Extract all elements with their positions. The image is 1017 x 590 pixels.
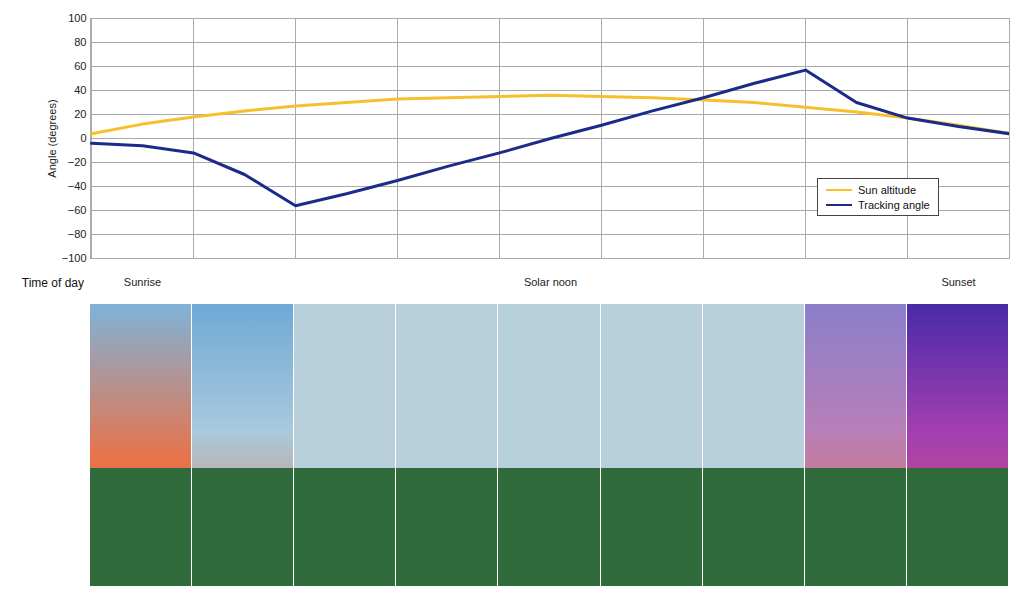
svg-text:0: 0 bbox=[80, 132, 86, 144]
svg-text:Angle (degrees): Angle (degrees) bbox=[46, 99, 58, 177]
svg-text:−60: −60 bbox=[68, 204, 87, 216]
svg-text:−100: −100 bbox=[62, 252, 87, 264]
svg-text:100: 100 bbox=[68, 12, 86, 24]
html-text:Tracking angle: Tracking angle bbox=[858, 198, 930, 211]
html-text:Sun altitude: Sun altitude bbox=[858, 183, 917, 196]
html-text:Time of day: Time of day bbox=[21, 276, 84, 290]
svg-text:Sunset: Sunset bbox=[941, 276, 975, 288]
svg-text:80: 80 bbox=[74, 36, 86, 48]
svg-text:Solar noon: Solar noon bbox=[524, 276, 577, 288]
svg-text:−80: −80 bbox=[68, 228, 87, 240]
svg-text:Sunrise: Sunrise bbox=[124, 276, 161, 288]
svg-text:60: 60 bbox=[74, 60, 86, 72]
svg-text:−40: −40 bbox=[68, 180, 87, 192]
svg-text:40: 40 bbox=[74, 84, 86, 96]
svg-text:−20: −20 bbox=[68, 156, 87, 168]
svg-text:20: 20 bbox=[74, 108, 86, 120]
